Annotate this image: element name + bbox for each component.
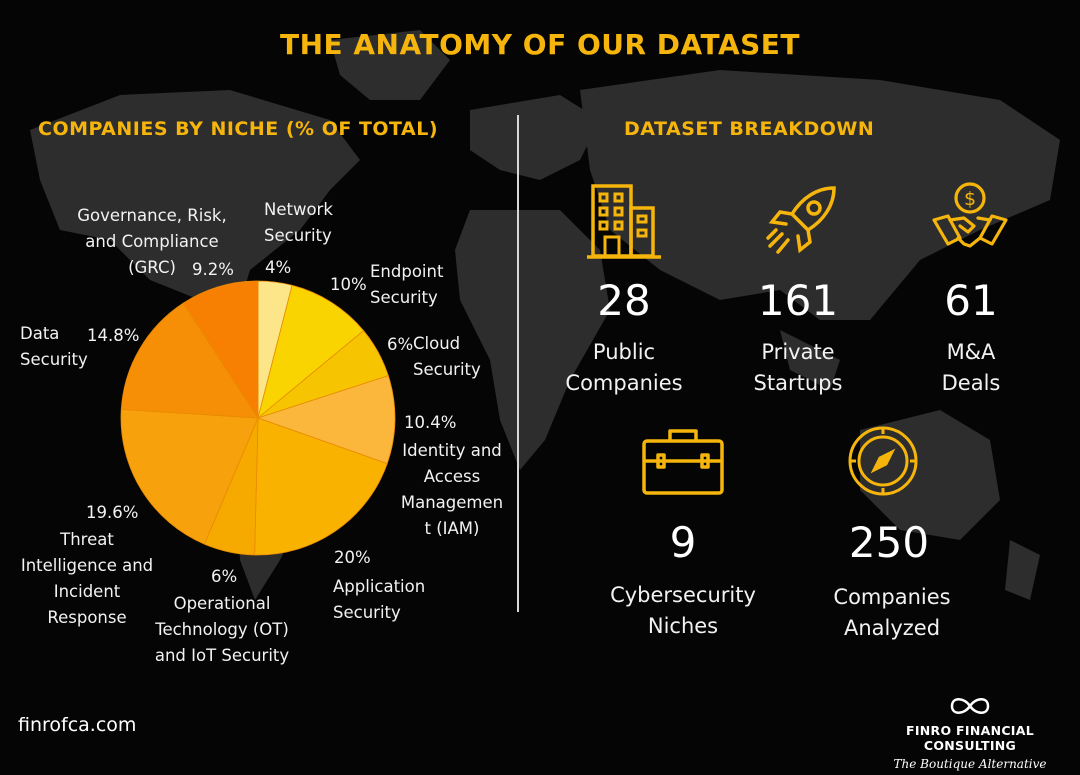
- pie-label-line: Identity and: [402, 441, 502, 460]
- pie-percent-cloud-security: 6%: [387, 335, 414, 354]
- pie-label-line: Managemen: [400, 493, 504, 512]
- pie-percent-operational-technology-ot-and-iot-security: 6%: [211, 567, 238, 586]
- pie-percent-identity-and-access-management-iam: 10.4%: [404, 413, 457, 432]
- pie-slice-endpoint-security: [257, 284, 365, 420]
- pie-label-line: Security: [413, 360, 481, 379]
- stat-label-ma-deals: M&A Deals: [941, 340, 1001, 395]
- pie-label-line: and Compliance: [85, 232, 219, 251]
- pie-label-line: (GRC): [128, 258, 176, 277]
- stat-label-private-startups: Private Startups: [753, 340, 843, 395]
- infographic-title: THE ANATOMY OF OUR DATASET: [279, 28, 801, 61]
- infinity-logo-icon: [950, 698, 990, 714]
- stat-label-companies-analyzed: Companies Analyzed: [833, 585, 951, 640]
- pie-percent-threat-intelligence-and-incident-response: 19.6%: [86, 503, 139, 522]
- pie-label-line: Response: [47, 608, 127, 627]
- pie-label-line: Intelligence and: [20, 556, 154, 575]
- briefcase-icon: [642, 429, 724, 495]
- section-divider: [517, 115, 519, 612]
- stat-number-private-startups: 161: [757, 276, 839, 325]
- stat-number-companies-analyzed: 250: [848, 518, 930, 567]
- stat-number-cybersecurity-niches: 9: [669, 518, 697, 567]
- pie-label-line: Governance, Risk,: [77, 206, 227, 225]
- building-icon: [587, 184, 661, 259]
- handshake-dollar-icon: $: [932, 182, 1008, 248]
- pie-label-governance-risk-and-compliance-grc: Governance, Risk, and Compliance (GRC): [68, 203, 236, 281]
- stat-label-public-companies: Public Companies: [565, 340, 683, 395]
- pie-slice-governance-risk-and-compliance-grc: [182, 280, 259, 420]
- footer-website-link[interactable]: finrofca.com: [18, 714, 137, 736]
- pie-label-line: Operational: [173, 594, 271, 613]
- brand-tagline: The Boutique Alternative: [893, 757, 1047, 771]
- pie-percent-endpoint-security: 10%: [330, 275, 367, 294]
- pie-label-threat-intelligence-and-incident-response: Threat Intelligence and Incident Response: [12, 527, 162, 631]
- pie-label-application-security: Application Security: [333, 574, 425, 626]
- pie-label-line: Endpoint: [370, 262, 444, 281]
- pie-label-line: Technology (OT): [155, 620, 289, 639]
- pie-percent-application-security: 20%: [334, 548, 371, 567]
- pie-label-line: Cloud: [413, 334, 461, 353]
- pie-slice-data-security: [120, 302, 259, 419]
- pie-label-line: Data: [20, 324, 60, 343]
- pie-label-data-security: Data Security: [20, 321, 88, 373]
- pie-label-line: Security: [264, 226, 332, 245]
- pie-percent-data-security: 14.8%: [87, 326, 140, 345]
- rocket-icon: [766, 186, 836, 254]
- pie-label-endpoint-security: Endpoint Security: [370, 259, 443, 311]
- breakdown-section-title: DATASET BREAKDOWN: [624, 118, 875, 140]
- pie-label-cloud-security: Cloud Security: [413, 331, 481, 383]
- pie-label-line: Security: [370, 288, 438, 307]
- pie-label-line: Security: [333, 603, 401, 622]
- pie-slice-threat-intelligence-and-incident-response: [120, 408, 259, 545]
- stat-number-ma-deals: 61: [944, 276, 998, 325]
- pie-label-network-security: Network Security: [264, 197, 333, 249]
- pie-label-line: Network: [264, 200, 333, 219]
- pie-label-line: and IoT Security: [154, 646, 290, 665]
- brand-block: FINRO FINANCIAL CONSULTING The Boutique …: [878, 695, 1062, 771]
- pie-percent-governance-risk-and-compliance-grc: 9.2%: [192, 260, 234, 279]
- svg-text:$: $: [964, 188, 976, 210]
- pie-label-line: t (IAM): [424, 519, 480, 538]
- pie-label-line: Incident: [53, 582, 121, 601]
- brand-name: FINRO FINANCIAL CONSULTING: [905, 723, 1034, 753]
- pie-label-line: Threat: [60, 530, 114, 549]
- pie-slice-identity-and-access-management-iam: [256, 375, 396, 465]
- stat-number-public-companies: 28: [597, 276, 651, 325]
- pie-label-line: Security: [20, 350, 88, 369]
- pie-section-title: COMPANIES BY NICHE (% OF TOTAL): [38, 118, 439, 140]
- pie-label-line: Application: [333, 577, 426, 596]
- compass-icon: [848, 426, 918, 496]
- stat-label-cybersecurity-niches: Cybersecurity Niches: [610, 583, 756, 638]
- pie-label-identity-and-access-management-iam: Identity and Access Managemen t (IAM): [396, 438, 508, 542]
- pie-percent-network-security: 4%: [265, 258, 292, 277]
- pie-slice-application-security: [254, 417, 388, 556]
- pie-label-line: Access: [423, 467, 481, 486]
- pie-label-operational-technology-ot-and-iot-security: Operational Technology (OT) and IoT Securi…: [147, 591, 297, 669]
